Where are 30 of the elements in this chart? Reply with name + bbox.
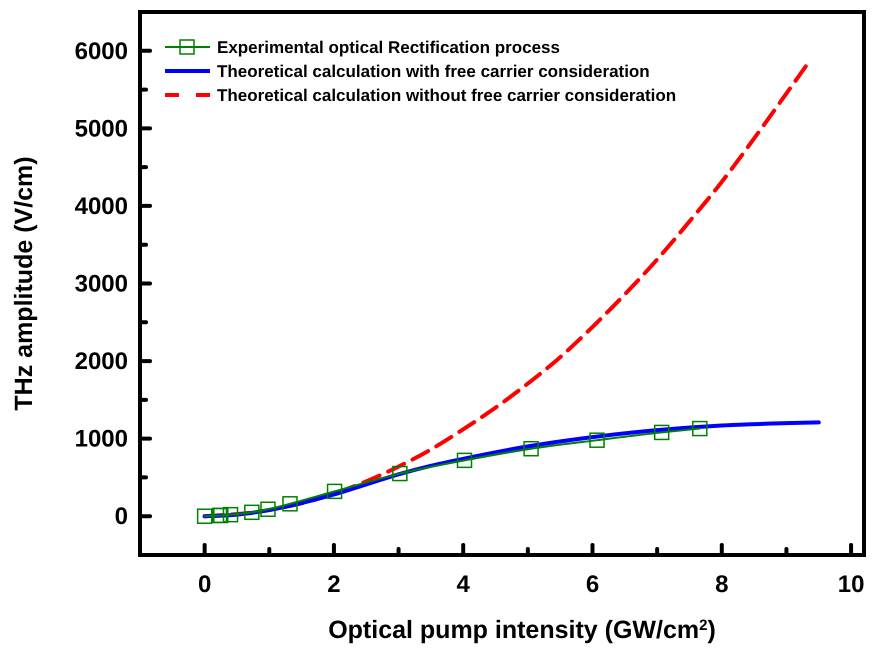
point	[326, 484, 342, 500]
point	[589, 432, 605, 448]
y-tick-label: 1000	[74, 426, 128, 453]
x-axis-title: Optical pump intensity (GW/cm$^{2}$)	[328, 616, 716, 644]
y-axis-title: THz amplitude (V/cm)	[10, 156, 38, 411]
y-tick-label: 5000	[74, 115, 128, 142]
x-tick-label: 8	[715, 571, 728, 598]
y-tick-label: 3000	[74, 270, 128, 298]
x-tick-label: 2	[327, 571, 341, 598]
y-tick-label: 2000	[74, 348, 128, 376]
point	[523, 440, 539, 456]
x-tick-label: 10	[838, 571, 864, 598]
point	[692, 420, 708, 436]
point	[282, 496, 298, 512]
x-tick-label: 4	[456, 571, 471, 598]
x-tick-label: 6	[586, 571, 600, 598]
point	[196, 508, 212, 524]
y-tick-label: 0	[114, 503, 128, 530]
y-tick-label: 6000	[74, 38, 128, 65]
legend-label: Theoretical calculation without free carrier consideration	[217, 86, 676, 105]
x-tick-label: 0	[198, 571, 212, 598]
point	[392, 466, 408, 482]
point	[654, 424, 670, 440]
point	[244, 504, 260, 520]
point	[456, 452, 472, 468]
legend-label: Experimental optical Rectification process	[217, 38, 560, 57]
legend-label: Theoretical calculation with free carrier consideration	[217, 62, 650, 81]
point	[260, 501, 276, 517]
y-tick-label: 4000	[74, 192, 128, 220]
point	[222, 506, 238, 522]
